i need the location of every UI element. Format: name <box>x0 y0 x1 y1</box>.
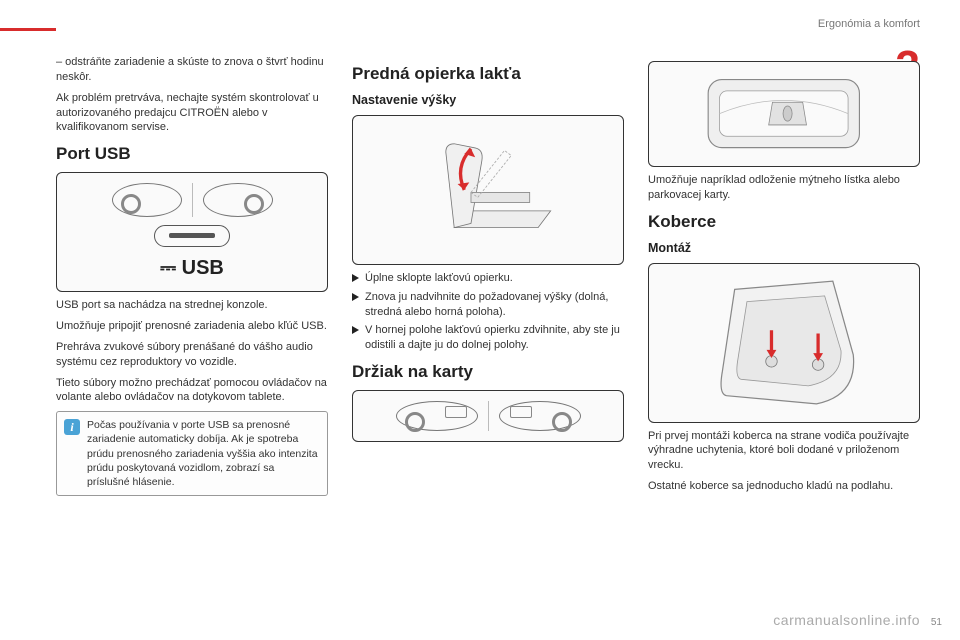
intro-para: Ak problém pretrváva, nechajte systém sk… <box>56 91 328 136</box>
usb-para-2: Umožňuje pripojiť prenosné zariadenia al… <box>56 319 328 334</box>
mats-para-1: Pri prvej montáži koberca na strane vodi… <box>648 429 920 474</box>
dash-layout-icon <box>112 183 273 217</box>
usb-symbol-icon: ⎓ USB <box>160 255 224 282</box>
page-number: 51 <box>931 617 942 628</box>
armrest-step-2: Znova ju nadvihnite do požadovanej výšky… <box>352 290 624 320</box>
figure-cardholder <box>648 61 920 167</box>
lhd-icon <box>396 401 478 431</box>
armrest-heading: Predná opierka lakťa <box>352 63 624 86</box>
usb-para-3: Prehráva zvukové súbory prenášané do váš… <box>56 340 328 370</box>
armrest-step-1: Úplne sklopte lakťovú opierku. <box>352 271 624 286</box>
usb-para-4: Tieto súbory možno prechádzať pomocou ov… <box>56 376 328 406</box>
figure-floor-mat <box>648 263 920 423</box>
dash-layout-icon <box>396 401 581 431</box>
armrest-subheading: Nastavenie výšky <box>352 92 624 109</box>
mat-illustration <box>669 273 899 412</box>
triangle-bullet-icon <box>352 293 359 301</box>
usb-info-text: Počas používania v porte USB sa prenosné… <box>87 419 318 488</box>
figure-armrest <box>352 115 624 265</box>
watermark-text: carmanualsonline.info <box>773 612 920 628</box>
mats-heading: Koberce <box>648 211 920 234</box>
page-columns: – odstráňte zariadenie a skúste to znova… <box>56 55 920 600</box>
cardholder-para: Umožňuje napríklad odloženie mýtneho lís… <box>648 173 920 203</box>
figure-usb-port: ⎓ USB <box>56 172 328 292</box>
triangle-bullet-icon <box>352 274 359 282</box>
header-accent-bar <box>0 28 56 31</box>
armrest-illustration <box>373 127 603 253</box>
armrest-step-2-text: Znova ju nadvihnite do požadovanej výšky… <box>365 290 624 320</box>
armrest-step-1-text: Úplne sklopte lakťovú opierku. <box>365 271 513 286</box>
intro-bullet: – odstráňte zariadenie a skúste to znova… <box>56 55 328 85</box>
column-2: Predná opierka lakťa Nastavenie výšky Úp… <box>352 55 624 600</box>
card-slot-icon <box>445 406 467 418</box>
mats-subheading: Montáž <box>648 240 920 257</box>
cardholder-illustration <box>665 72 903 155</box>
figure-cardholder-location <box>352 390 624 442</box>
divider <box>192 183 193 217</box>
armrest-step-3-text: V hornej polohe lakťovú opierku zdvihnit… <box>365 323 624 353</box>
rhd-icon <box>203 183 273 217</box>
usb-para-1: USB port sa nachádza na strednej konzole… <box>56 298 328 313</box>
column-1: – odstráňte zariadenie a skúste to znova… <box>56 55 328 600</box>
column-3: Umožňuje napríklad odloženie mýtneho lís… <box>648 55 920 600</box>
armrest-step-3: V hornej polohe lakťovú opierku zdvihnit… <box>352 323 624 353</box>
usb-slot-icon <box>154 225 230 247</box>
card-slot-icon <box>510 406 532 418</box>
cardholder-heading: Držiak na karty <box>352 361 624 384</box>
usb-info-box: i Počas používania v porte USB sa prenos… <box>56 411 328 496</box>
rhd-icon <box>499 401 581 431</box>
triangle-bullet-icon <box>352 326 359 334</box>
usb-heading: Port USB <box>56 143 328 166</box>
mats-para-2: Ostatné koberce sa jednoducho kladú na p… <box>648 479 920 494</box>
info-icon: i <box>64 419 80 435</box>
section-title: Ergonómia a komfort <box>818 18 920 30</box>
lhd-icon <box>112 183 182 217</box>
divider <box>488 401 489 431</box>
